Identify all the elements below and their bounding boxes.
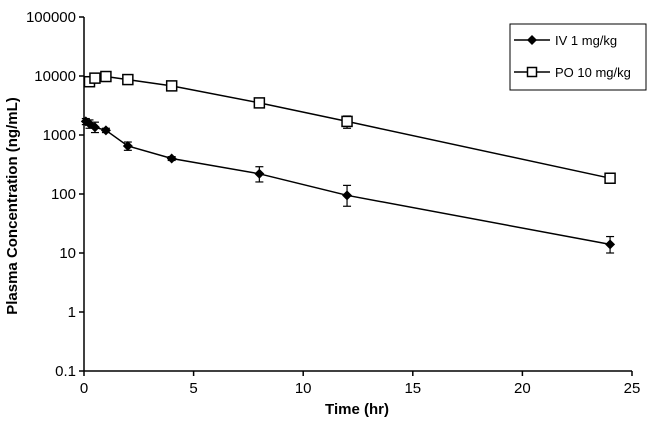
data-point-iv	[254, 168, 265, 179]
data-point-iv	[166, 153, 177, 164]
y-tick-label: 100000	[26, 9, 76, 26]
y-tick-label: 100	[51, 186, 76, 203]
y-axis: 0.1 1 10 100 1000 10000 100000	[26, 9, 85, 380]
y-axis-title: Plasma Concentration (ng/mL)	[4, 97, 21, 315]
x-axis-title: Time (hr)	[325, 401, 389, 418]
x-tick-label: 25	[624, 380, 641, 397]
data-point-po	[253, 97, 266, 109]
legend-label-iv: IV 1 mg/kg	[555, 33, 617, 48]
data-point-po	[122, 73, 134, 86]
x-tick-label: 5	[189, 380, 197, 397]
legend-marker-iv	[527, 35, 537, 45]
y-tick-label: 1000	[43, 127, 76, 144]
y-tick-label: 1	[68, 304, 76, 321]
series-plot-area	[80, 70, 616, 254]
data-point-po	[100, 70, 112, 83]
data-point-iv	[89, 122, 100, 133]
series-line-po	[89, 75, 611, 179]
series-po	[83, 70, 616, 184]
legend-label-po: PO 10 mg/kg	[555, 65, 631, 80]
data-point-iv	[342, 190, 353, 201]
data-point-iv	[100, 125, 111, 136]
data-point-po	[604, 172, 616, 184]
data-point-iv	[122, 141, 133, 152]
x-tick-label: 0	[80, 380, 88, 397]
x-tick-label: 15	[404, 380, 421, 397]
series-line-iv	[85, 120, 611, 246]
series-iv	[80, 116, 616, 254]
data-point-iv	[605, 239, 616, 250]
y-tick-label: 10	[59, 245, 76, 262]
x-axis: 0 5 10 15 20 25	[80, 370, 641, 397]
legend-box	[509, 23, 647, 91]
legend: IV 1 mg/kg PO 10 mg/kg	[509, 23, 647, 91]
data-point-po	[165, 80, 178, 92]
x-tick-label: 20	[514, 380, 531, 397]
data-point-po	[89, 72, 101, 84]
y-tick-label: 0.1	[55, 363, 76, 380]
x-tick-label: 10	[295, 380, 312, 397]
data-point-po	[341, 115, 353, 128]
y-tick-label: 10000	[34, 68, 76, 85]
legend-marker-po	[526, 66, 538, 78]
